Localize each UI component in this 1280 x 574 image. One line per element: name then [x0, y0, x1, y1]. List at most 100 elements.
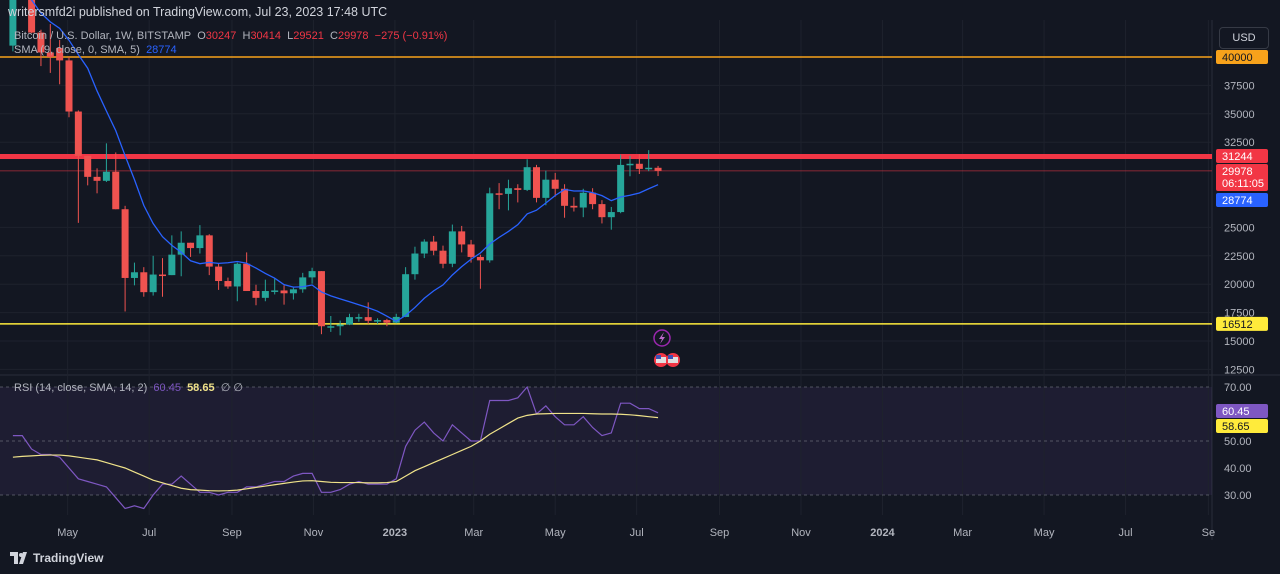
level-16512-label-bg: [1216, 316, 1268, 331]
lightning-event-icon[interactable]: [653, 329, 671, 347]
candle-body: [121, 209, 129, 278]
candle-body: [252, 291, 260, 298]
tradingview-logo[interactable]: TradingView: [10, 551, 103, 565]
x-tick-label: Nov: [304, 527, 324, 539]
candle-body: [645, 167, 653, 170]
candle-body: [374, 320, 382, 322]
sma-legend[interactable]: SMA (9, close, 0, SMA, 5) 28774: [14, 44, 177, 56]
candle-body: [561, 188, 569, 206]
candle-body: [102, 171, 110, 181]
candle-body: [607, 212, 615, 218]
x-tick-label: Mar: [464, 527, 483, 539]
x-tick-label: Sep: [222, 527, 242, 539]
open-label: O: [197, 30, 206, 42]
flag-stripes: [668, 357, 678, 363]
close-label: C: [330, 30, 338, 42]
rsi-tick-label: 70.00: [1224, 382, 1252, 394]
candle-body: [205, 235, 213, 267]
rsi-tick-label: 40.00: [1224, 463, 1252, 475]
x-tick-label: Jul: [142, 527, 156, 539]
candle-body: [420, 241, 428, 254]
candle-body: [411, 253, 419, 275]
candle-body: [317, 271, 325, 327]
y-tick-label: 12500: [1224, 364, 1255, 376]
rsi-value-label: 60.45: [1216, 404, 1268, 418]
last-price-label-text: 06:11:05: [1222, 178, 1264, 190]
sma-price-label: 28774: [1216, 193, 1268, 207]
candle-body: [308, 271, 316, 278]
low-label: L: [287, 30, 294, 42]
level-31244-label: 31244: [1216, 149, 1268, 163]
y-tick-label: 22500: [1224, 251, 1255, 263]
candle-body: [439, 250, 447, 264]
y-tick-label: 25000: [1224, 222, 1255, 234]
sma-value: 28774: [146, 44, 177, 56]
candle-body: [533, 167, 540, 198]
sma-label: SMA (9, close, 0, SMA, 5): [14, 44, 140, 56]
y-tick-label: 15000: [1224, 336, 1255, 348]
last-price-label-bg: [1216, 164, 1268, 191]
x-tick-label: Jul: [630, 527, 644, 539]
level-40000-label-bg: [1216, 50, 1268, 64]
sma-price-label-text: 28774: [1222, 195, 1253, 207]
candle-body: [196, 235, 204, 249]
sma-line: [30, 0, 659, 323]
candle-body: [467, 244, 475, 257]
rsi-line: [12, 385, 659, 510]
high-label: H: [242, 30, 251, 42]
candle-body: [289, 289, 297, 294]
candle-body: [74, 111, 82, 156]
candle-body: [177, 242, 185, 255]
candle-body: [504, 188, 512, 194]
candle-body: [130, 272, 138, 278]
candle-body: [364, 317, 372, 321]
symbol-legend: Bitcoin / U.S. Dollar, 1W, BITSTAMP O302…: [14, 30, 447, 42]
x-tick-label: May: [1034, 527, 1055, 539]
rsi-ma-value-label: 58.65: [1216, 419, 1268, 433]
last-price-label-text: 29978: [1222, 166, 1253, 178]
candles: [9, 0, 662, 336]
level-16512-label: 16512: [1216, 316, 1268, 331]
candle-body: [551, 179, 559, 189]
sma-price-label-bg: [1216, 193, 1268, 207]
candle-body: [9, 0, 17, 46]
us-flag-event-icon[interactable]: [654, 353, 680, 367]
candle-body: [392, 316, 400, 323]
x-tick-label: Se: [1202, 527, 1215, 539]
x-tick-label: 2024: [870, 527, 895, 539]
candle-body: [514, 188, 522, 190]
candle-body: [402, 274, 410, 317]
currency-button[interactable]: USD: [1219, 27, 1269, 49]
candle-body: [598, 204, 606, 218]
high-value: 30414: [250, 30, 282, 42]
rsi-ma-value-label-text: 58.65: [1222, 421, 1250, 433]
lightning-glyph: [659, 332, 665, 344]
rsi-tick-label: 30.00: [1224, 490, 1252, 502]
candle-body: [458, 231, 466, 245]
x-tick-label: Jul: [1119, 527, 1133, 539]
candle-body: [299, 277, 307, 290]
candle-body: [654, 167, 662, 171]
candle-body: [112, 171, 120, 210]
y-tick-label: 35000: [1224, 109, 1255, 121]
candle-body: [570, 205, 578, 208]
candle-body: [327, 326, 335, 328]
level-31244-label-bg: [1216, 149, 1268, 163]
tradingview-logo-icon: [10, 552, 27, 564]
candle-body: [430, 241, 438, 251]
x-tick-label: May: [545, 527, 566, 539]
candle-body: [635, 163, 643, 169]
candle-body: [159, 274, 166, 277]
candle-body: [383, 320, 391, 323]
symbol-name[interactable]: Bitcoin / U.S. Dollar, 1W, BITSTAMP: [14, 30, 192, 42]
candle-body: [56, 47, 64, 61]
y-tick-label: 20000: [1224, 279, 1255, 291]
candle-body: [261, 291, 269, 298]
y-tick-label: 37500: [1224, 80, 1255, 92]
candle-body: [626, 163, 634, 166]
rsi-legend[interactable]: RSI (14, close, SMA, 14, 2) 60.45 58.65 …: [14, 381, 243, 394]
rsi-value-label-bg: [1216, 404, 1268, 418]
candle-body: [542, 179, 550, 198]
